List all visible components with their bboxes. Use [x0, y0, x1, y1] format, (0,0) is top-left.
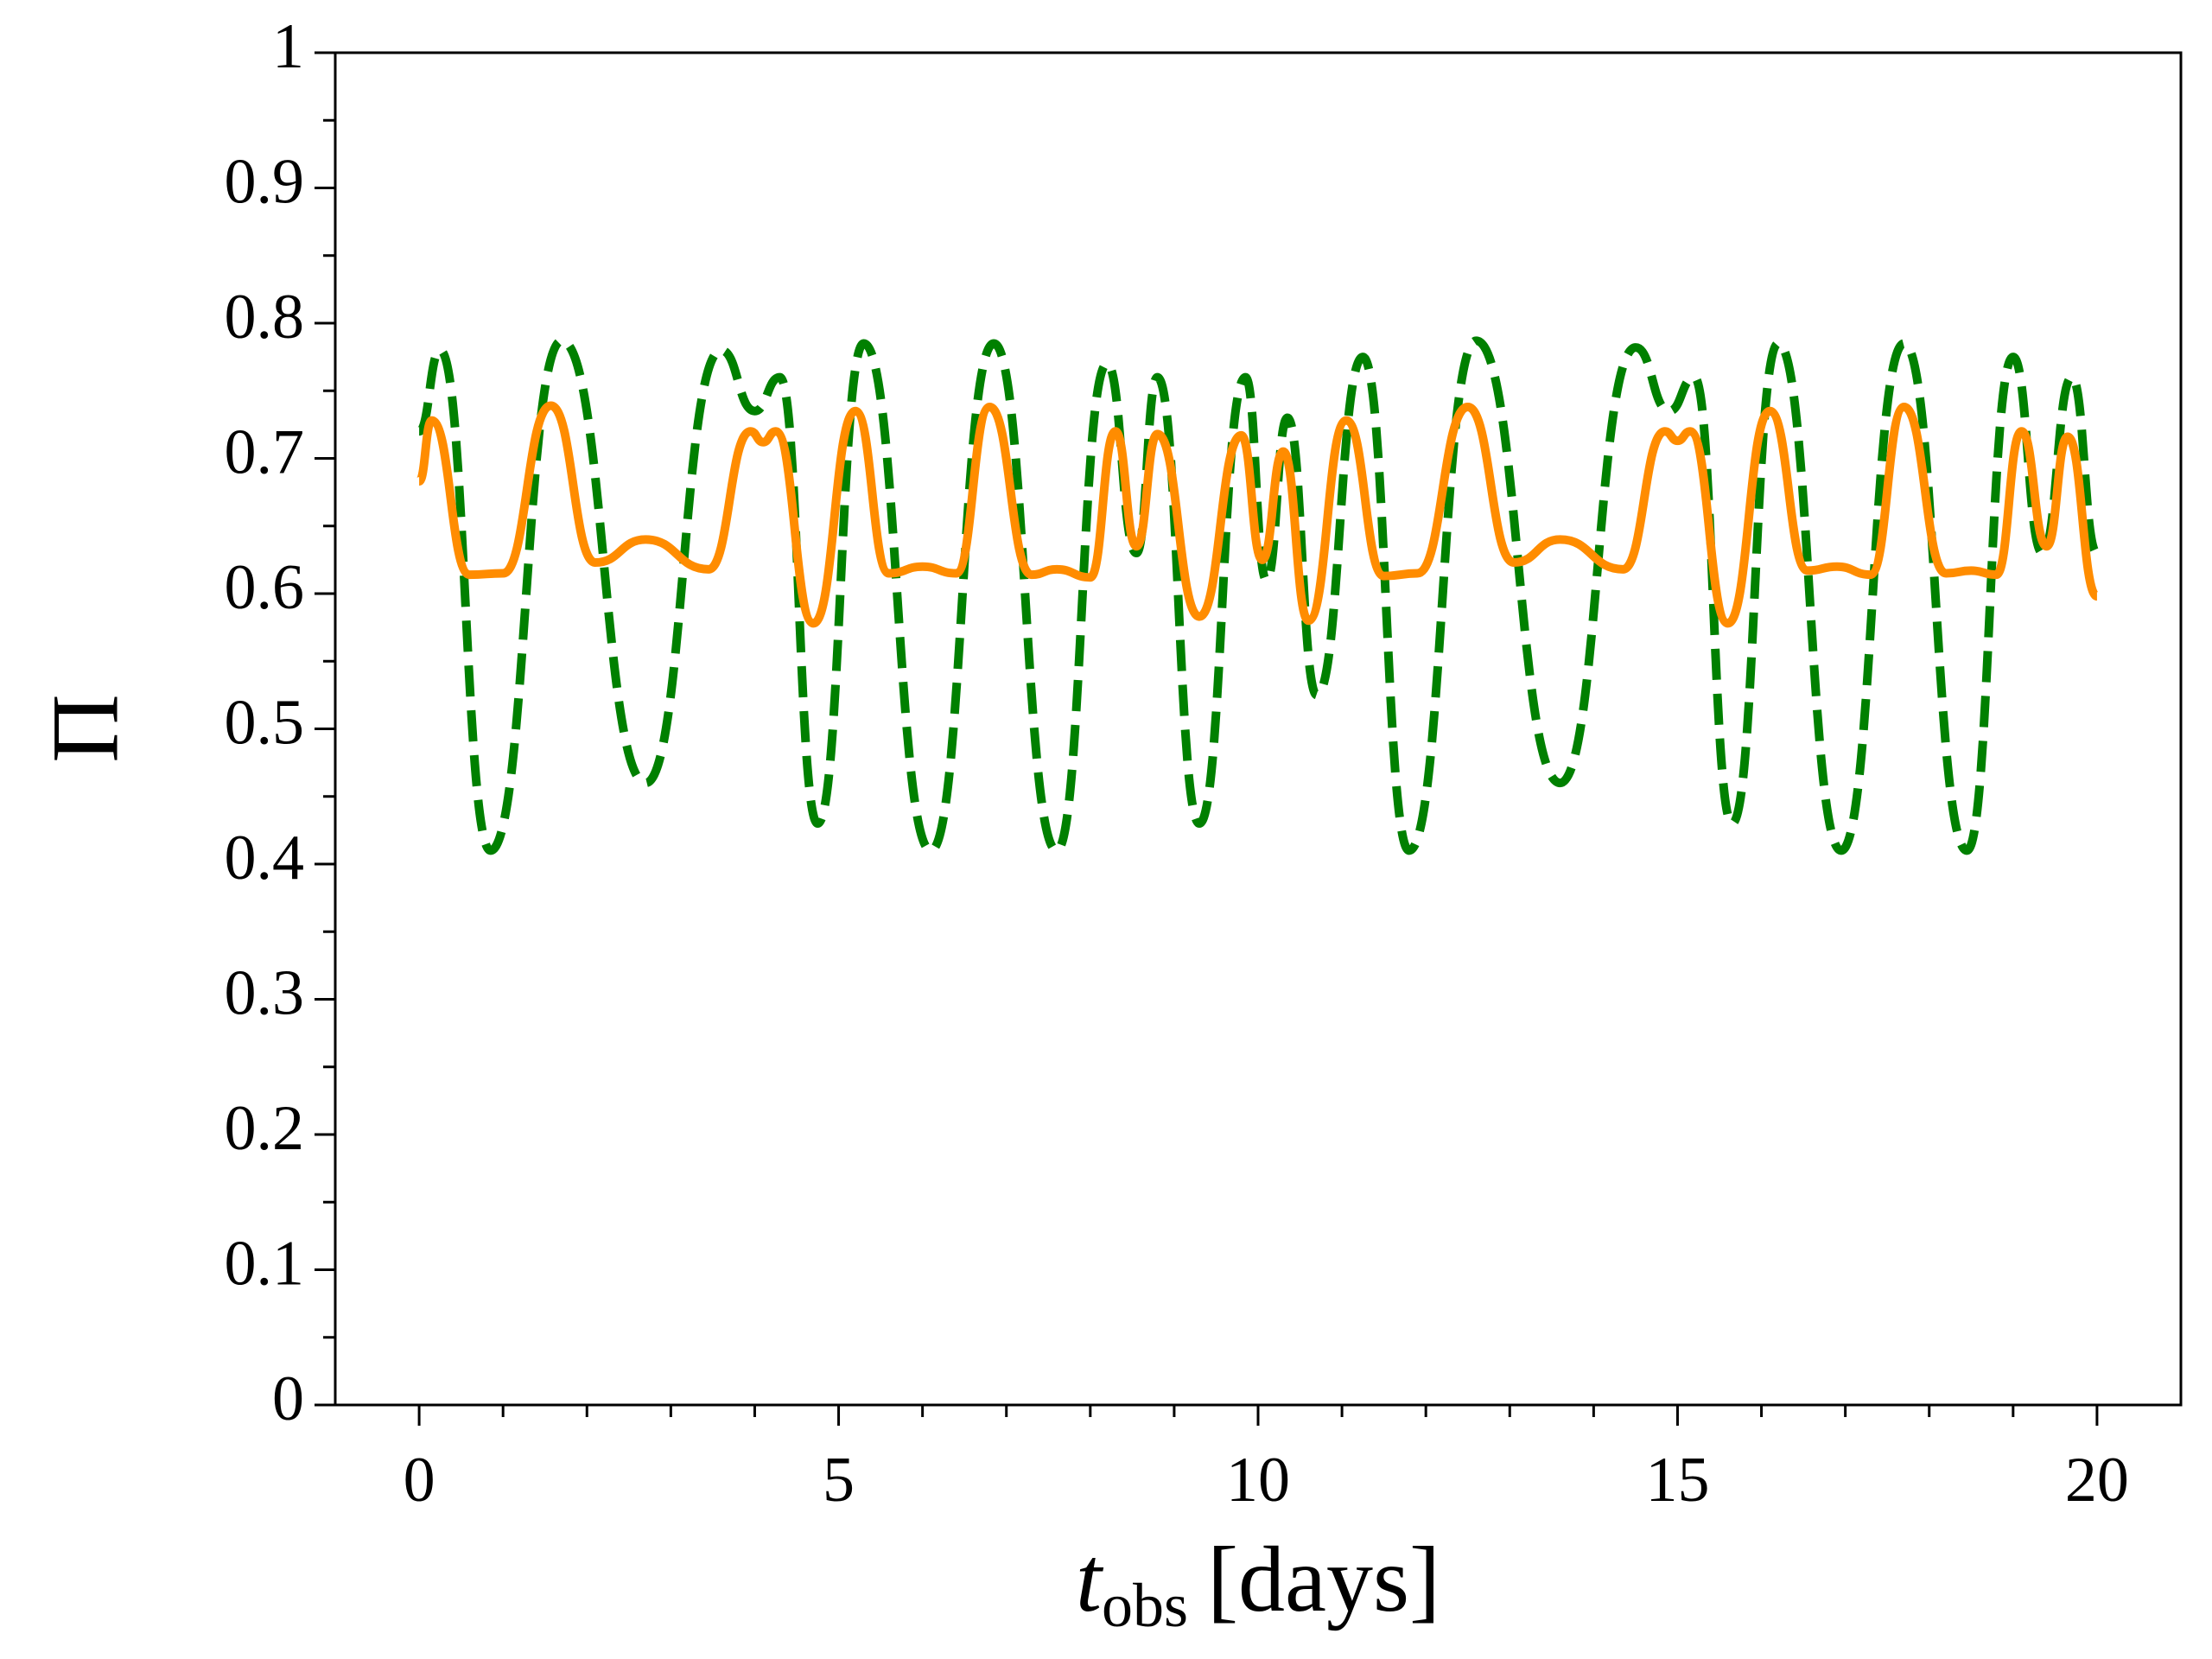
- y-tick-label: 0.3: [225, 957, 305, 1028]
- x-axis-label: tobs [days]: [1076, 1529, 1440, 1640]
- x-tick-label: 0: [404, 1445, 435, 1516]
- x-tick-label: 15: [1645, 1445, 1709, 1516]
- x-tick-label: 5: [823, 1445, 855, 1516]
- x-label-unit: [days]: [1207, 1529, 1440, 1631]
- y-tick-label: 0: [272, 1363, 304, 1434]
- x-label-subscript: obs: [1102, 1571, 1188, 1640]
- y-tick-label: 1: [272, 11, 304, 82]
- x-tick-label: 20: [2065, 1445, 2129, 1516]
- y-tick-label: 0.9: [225, 146, 305, 217]
- y-tick-label: 0.5: [225, 687, 305, 758]
- series-line: [416, 336, 2101, 855]
- y-tick-label: 0.2: [225, 1093, 305, 1164]
- x-tick-label: 10: [1226, 1445, 1290, 1516]
- y-tick-label: 0.8: [225, 282, 305, 353]
- y-tick-label: 0.6: [225, 552, 305, 623]
- y-axis-label: Π: [32, 694, 137, 762]
- x-label-symbol: t: [1076, 1529, 1104, 1631]
- y-tick-label: 0.1: [225, 1228, 305, 1299]
- y-tick-label: 0.7: [225, 416, 305, 487]
- series-line: [415, 401, 2100, 628]
- y-tick-label: 0.4: [225, 823, 305, 893]
- plot-frame: [334, 51, 2183, 1407]
